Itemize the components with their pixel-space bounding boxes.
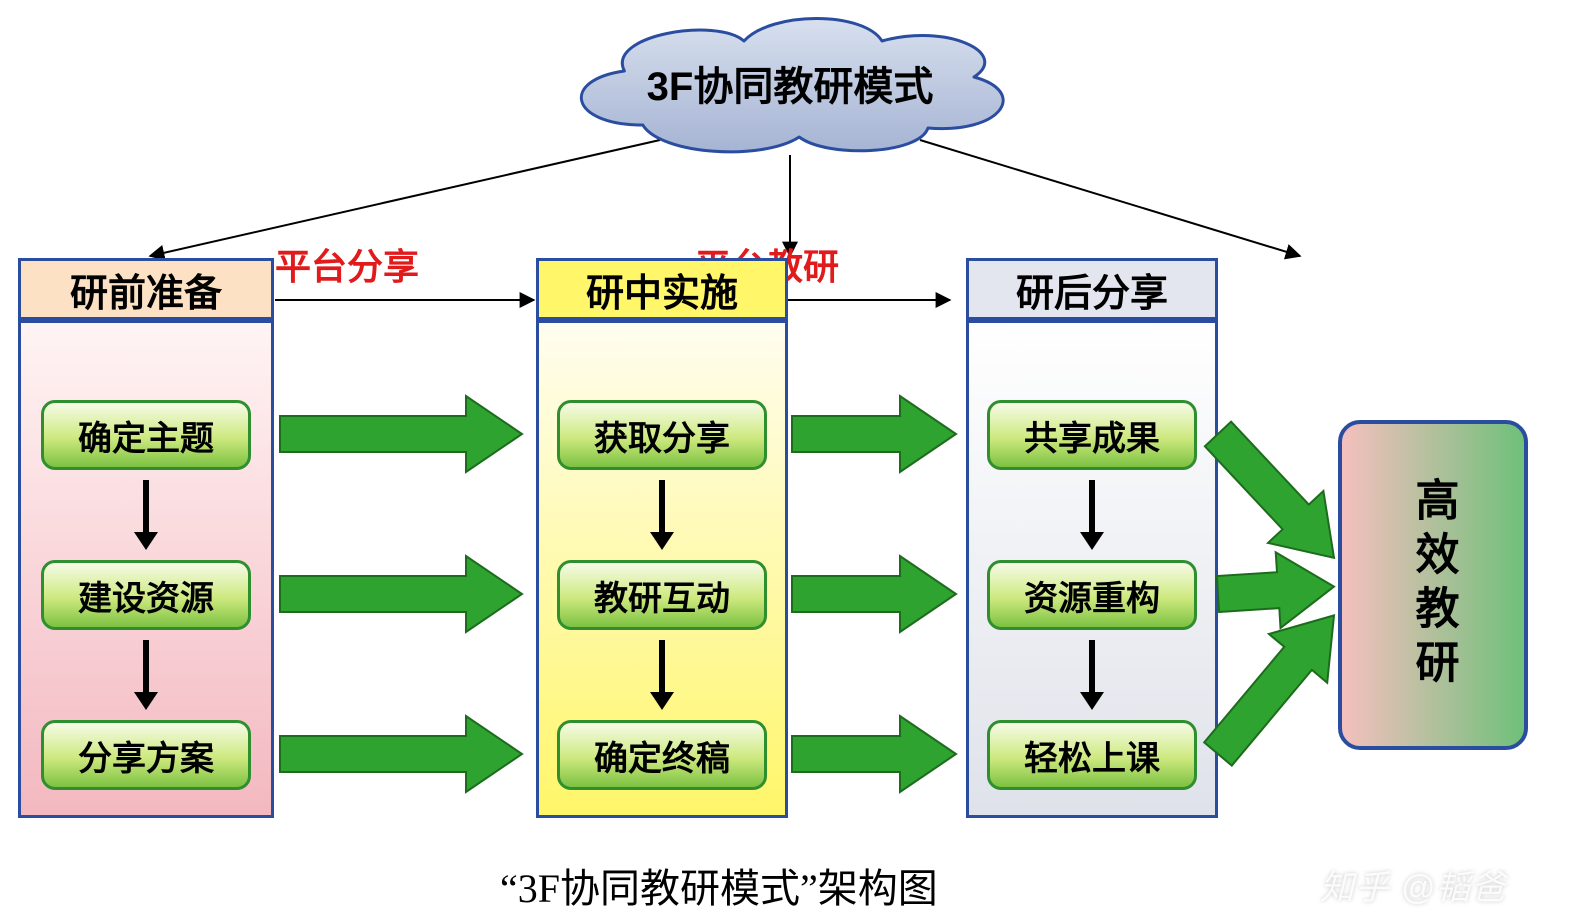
phase-after-item: 共享成果 bbox=[987, 400, 1197, 470]
phase-header-during: 研中实施 bbox=[536, 258, 788, 320]
phase-after-item: 资源重构 bbox=[987, 560, 1197, 630]
phase-before-item: 确定主题 bbox=[41, 400, 251, 470]
phase-during-item: 获取分享 bbox=[557, 400, 767, 470]
phase-header-after: 研后分享 bbox=[966, 258, 1218, 320]
annotation-label: 平台分享 bbox=[275, 238, 419, 290]
cloud-title: 3F协同教研模式 bbox=[560, 8, 1020, 158]
watermark-text: 知乎 @韬爸 bbox=[1320, 860, 1506, 909]
diagram-caption: “3F协同教研模式”架构图 bbox=[500, 856, 938, 914]
phase-during-item: 确定终稿 bbox=[557, 720, 767, 790]
phase-header-before: 研前准备 bbox=[18, 258, 274, 320]
phase-before-item: 建设资源 bbox=[41, 560, 251, 630]
diagram-stage: 3F协同教研模式平台分享平台教研研前准备确定主题建设资源分享方案研中实施获取分享… bbox=[0, 0, 1589, 919]
phase-after-item: 轻松上课 bbox=[987, 720, 1197, 790]
cloud-title-text: 3F协同教研模式 bbox=[647, 54, 934, 112]
phase-during-item: 教研互动 bbox=[557, 560, 767, 630]
phase-before-item: 分享方案 bbox=[41, 720, 251, 790]
result-box: 高效教研 bbox=[1338, 420, 1528, 750]
